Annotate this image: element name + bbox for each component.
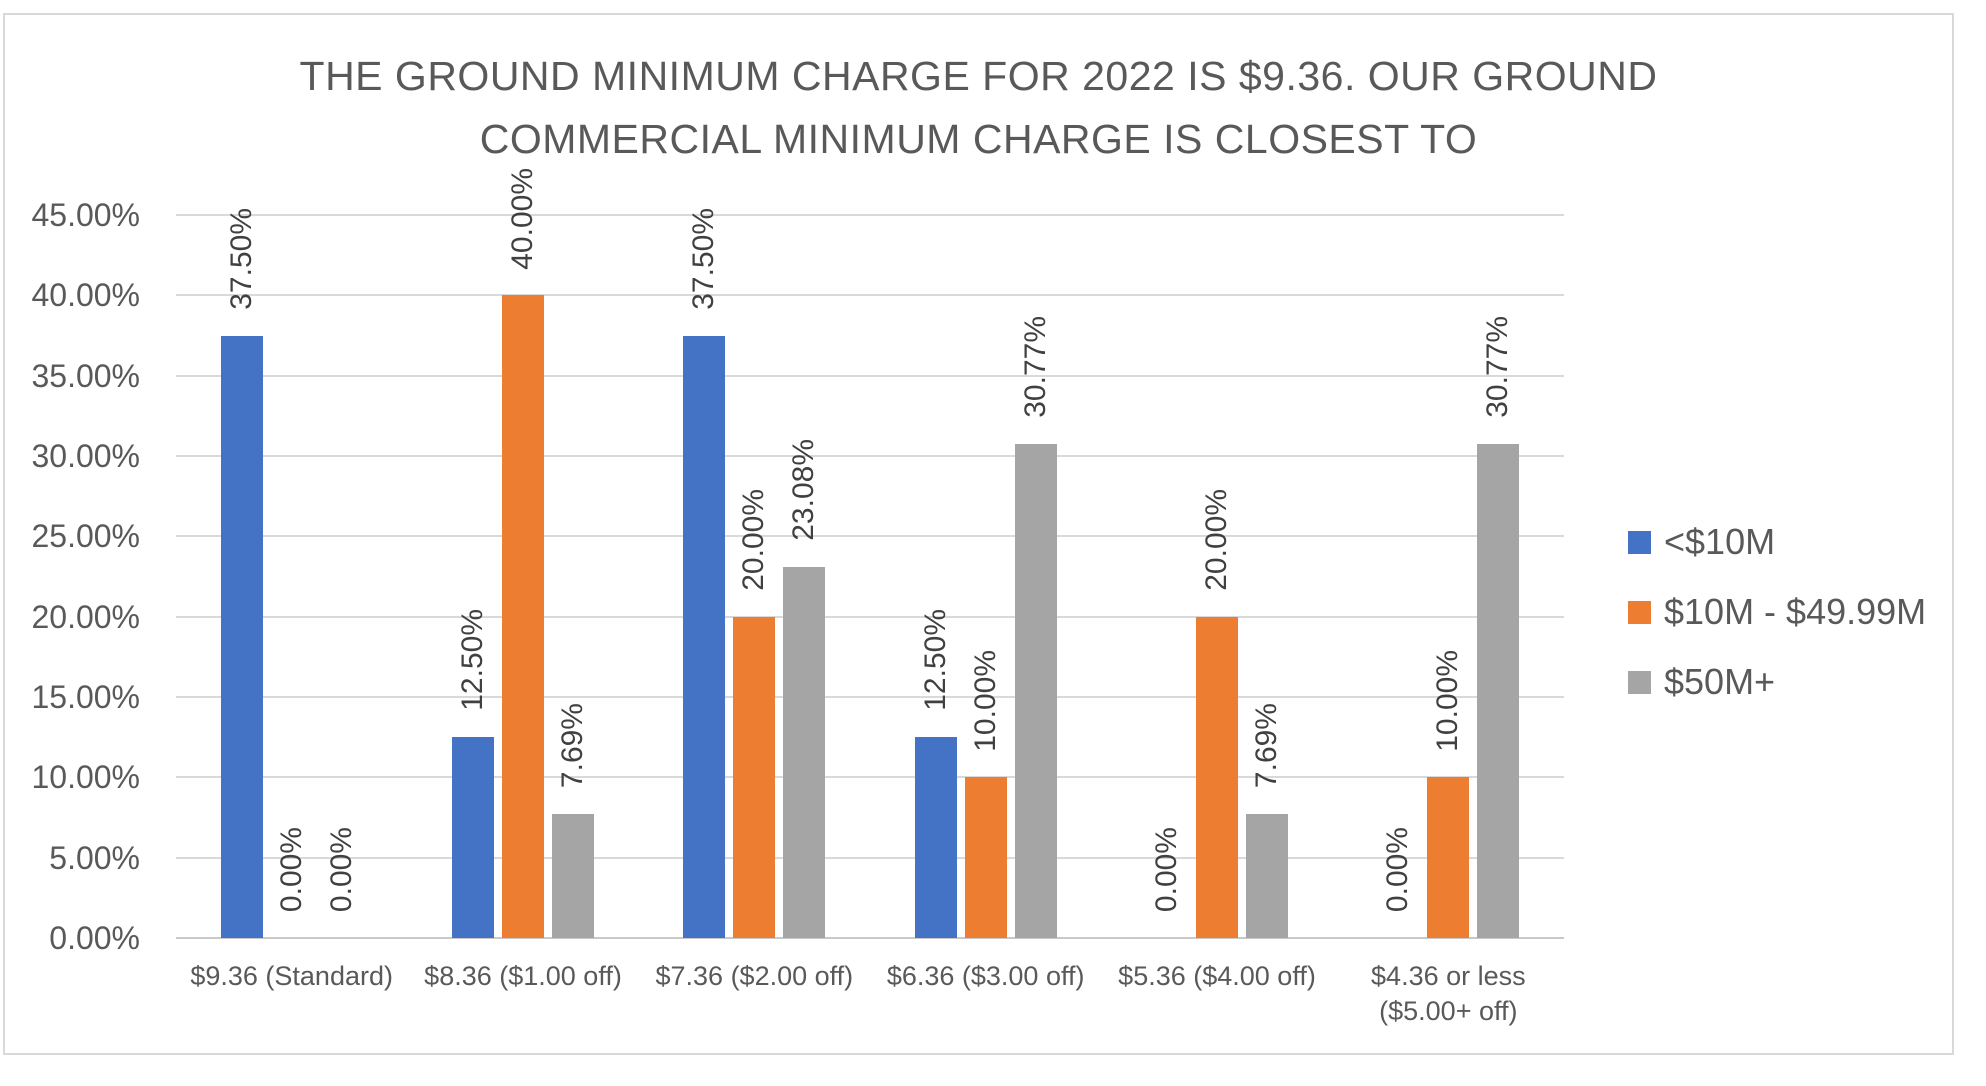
bar-data-label: 40.00% <box>505 167 539 270</box>
bar-slot: 10.00% <box>1427 215 1470 938</box>
x-axis-category-label: $5.36 ($4.00 off) <box>1118 961 1316 991</box>
bar-data-label: 12.50% <box>455 609 489 712</box>
gridline <box>176 294 1564 297</box>
bar-slot: 12.50% <box>451 215 494 938</box>
bar-slot: 0.00% <box>321 215 363 938</box>
bar-slot: 30.77% <box>1477 215 1520 938</box>
x-axis-category-label: $9.36 (Standard) <box>190 961 393 991</box>
bar-slot: 20.00% <box>733 215 776 938</box>
bar-slot: 40.00% <box>501 168 544 938</box>
bar-slot: 20.00% <box>1195 215 1238 938</box>
legend-label: $50M+ <box>1664 661 1776 702</box>
bar-group: 0.00% 10.00% 30.77% <box>1333 215 1564 938</box>
bar-data-label: 37.50% <box>687 207 721 310</box>
bar-10m4999m[interactable] <box>1195 616 1238 938</box>
y-axis-tick-label: 30.00% <box>31 438 140 474</box>
bar-10m[interactable] <box>914 737 957 938</box>
bar-slot: 37.50% <box>220 208 263 938</box>
bar-slot: 0.00% <box>1146 215 1188 938</box>
chart-frame: THE GROUND MINIMUM CHARGE FOR 2022 IS $9… <box>3 13 1954 1055</box>
bar-10m[interactable] <box>683 335 726 938</box>
bar-slot: 37.50% <box>683 208 726 938</box>
bar-data-label: 0.00% <box>1381 826 1415 912</box>
y-axis-tick-label: 40.00% <box>31 277 140 314</box>
chart-title-line-2: COMMERCIAL MINIMUM CHARGE IS CLOSEST TO <box>479 116 1478 162</box>
gridline <box>176 374 1564 377</box>
bar-50m[interactable] <box>783 567 826 938</box>
bar-slot: 7.69% <box>1245 215 1288 938</box>
bar-data-label: 30.77% <box>1481 315 1515 418</box>
bar-10m4999m[interactable] <box>733 616 776 938</box>
bar-data-label: 7.69% <box>555 703 589 789</box>
bar-slot: 12.50% <box>914 215 957 938</box>
gridline <box>176 856 1564 859</box>
bar-data-label: 23.08% <box>787 439 821 542</box>
gridline <box>176 696 1564 698</box>
y-axis-tick-label: 15.00% <box>31 679 140 715</box>
bar-group: 37.50% 0.00% 0.00% <box>176 208 407 938</box>
bar-group: 0.00% 20.00% 7.69% <box>1101 215 1332 938</box>
x-axis-category-label: $4.36 or less ($5.00+ off) <box>1371 961 1526 1026</box>
x-axis-category-label: $7.36 ($2.00 off) <box>655 961 854 991</box>
bar-10m4999m[interactable] <box>501 295 544 938</box>
bar-data-label: 0.00% <box>1149 826 1183 912</box>
bar-slot: 7.69% <box>551 215 594 938</box>
legend-item[interactable]: $50M+ <box>1628 647 1926 717</box>
y-axis-tick-label: 20.00% <box>31 598 140 635</box>
bar-10m4999m[interactable] <box>964 777 1007 938</box>
x-axis: $9.36 (Standard) $8.36 ($1.00 off) $7.36 (… <box>176 959 1564 1059</box>
bar-50m[interactable] <box>1245 814 1288 938</box>
legend-swatch <box>1628 600 1651 624</box>
bar-slot: 30.77% <box>1014 215 1057 938</box>
bar-50m[interactable] <box>1477 443 1520 938</box>
y-axis-tick-label: 35.00% <box>31 357 140 394</box>
bar-data-label: 0.00% <box>274 826 308 912</box>
bar-10m4999m[interactable] <box>1427 777 1470 938</box>
bar-slot: 23.08% <box>783 215 826 938</box>
legend-label: <$10M <box>1664 521 1776 562</box>
bar-50m[interactable] <box>551 814 594 938</box>
plot-area: 37.50% 0.00% 0.00% 12.50% 40.00% 7.69% 37.50% 2… <box>176 168 1564 939</box>
y-axis-tick-label: 0.00% <box>49 920 140 956</box>
legend-label: $10M - $49.99M <box>1664 591 1927 632</box>
bar-data-label: 37.50% <box>224 207 258 310</box>
y-axis-tick-label: 5.00% <box>49 839 140 876</box>
bar-slot: 0.00% <box>1377 215 1419 938</box>
bar-slot: 0.00% <box>271 215 313 938</box>
gridline <box>176 776 1564 779</box>
gridline <box>176 214 1564 216</box>
y-axis: 0.00% 5.00% 10.00% 15.00% 20.00% 25.00% 30.00%… <box>5 199 140 954</box>
y-axis-tick-label: 45.00% <box>31 197 140 233</box>
gridline <box>176 615 1564 618</box>
x-axis-category-label: $6.36 ($3.00 off) <box>886 961 1085 991</box>
legend: <$10M $10M - $49.99M $50M+ <box>1628 507 1926 717</box>
chart-title-line-1: THE GROUND MINIMUM CHARGE FOR 2022 IS $9… <box>299 53 1658 99</box>
bar-data-label: 20.00% <box>1199 488 1233 591</box>
bar-data-label: 20.00% <box>737 488 771 591</box>
y-axis-tick-label: 25.00% <box>31 518 140 555</box>
legend-swatch <box>1628 670 1651 694</box>
bar-data-label: 10.00% <box>1431 649 1465 752</box>
legend-item[interactable]: $10M - $49.99M <box>1628 577 1926 647</box>
legend-swatch <box>1628 530 1651 554</box>
chart-title[interactable]: THE GROUND MINIMUM CHARGE FOR 2022 IS $9… <box>5 45 1952 171</box>
bar-data-label: 12.50% <box>918 609 952 712</box>
bar-10m[interactable] <box>451 737 494 938</box>
bar-group: 12.50% 10.00% 30.77% <box>870 215 1101 938</box>
x-axis-category-label: $8.36 ($1.00 off) <box>424 961 622 991</box>
bar-data-label: 7.69% <box>1249 703 1283 789</box>
bar-data-label: 10.00% <box>968 649 1002 752</box>
legend-item[interactable]: <$10M <box>1628 507 1926 577</box>
gridline <box>176 455 1564 457</box>
bar-data-label: 0.00% <box>324 826 358 912</box>
y-axis-tick-label: 10.00% <box>31 759 140 796</box>
bar-group: 37.50% 20.00% 23.08% <box>639 208 870 938</box>
bar-group: 12.50% 40.00% 7.69% <box>407 168 638 938</box>
bar-data-label: 30.77% <box>1018 315 1052 418</box>
bar-10m[interactable] <box>220 335 263 938</box>
x-axis-line <box>176 937 1564 939</box>
bar-slot: 10.00% <box>964 215 1007 938</box>
bar-50m[interactable] <box>1014 443 1057 938</box>
gridline <box>176 535 1564 538</box>
